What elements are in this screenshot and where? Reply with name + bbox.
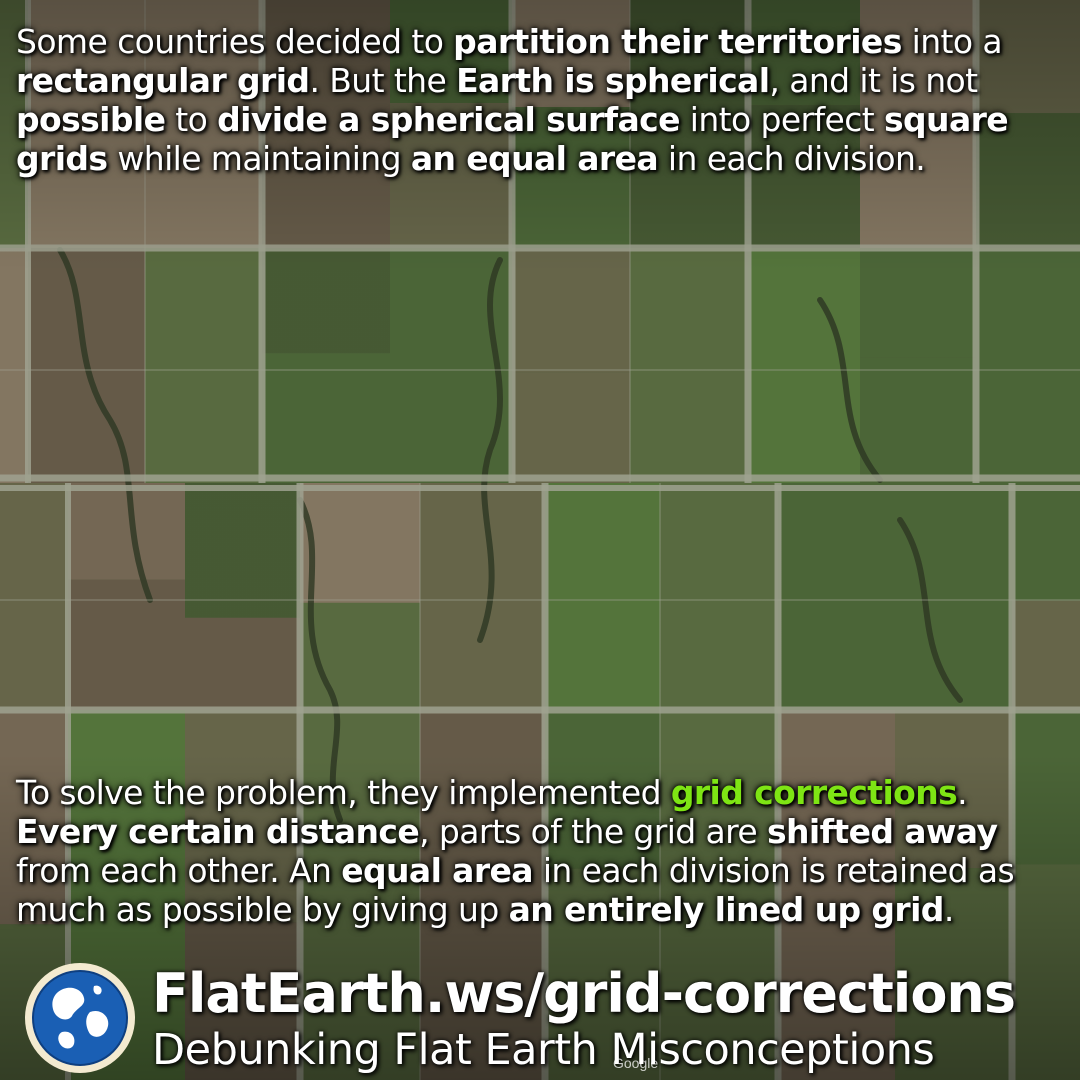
site-url[interactable]: FlatEarth.ws/grid-corrections — [152, 962, 1016, 1025]
body-text: . — [943, 890, 954, 929]
body-text: to — [165, 100, 218, 139]
map-watermark: Google — [613, 1055, 659, 1071]
emphasis-text: Earth is spherical — [456, 61, 770, 100]
body-text: into a — [901, 22, 1003, 61]
body-text: , and it is not — [769, 61, 978, 100]
body-text: Some countries decided to — [16, 22, 454, 61]
emphasis-text: divide a spherical surface — [217, 100, 680, 139]
body-text: in each division is retained as much as … — [16, 851, 1015, 929]
body-text: . But the — [309, 61, 457, 100]
globe-icon — [25, 963, 135, 1073]
emphasis-text: an equal area — [410, 139, 659, 178]
body-text: while maintaining — [107, 139, 411, 178]
emphasis-text: equal area — [341, 851, 533, 890]
body-text: , parts of the grid are — [419, 812, 767, 851]
highlight-term: grid corrections — [670, 773, 958, 812]
emphasis-text: possible — [16, 100, 166, 139]
body-text: into perfect — [679, 100, 884, 139]
emphasis-text: square grids — [16, 100, 1009, 178]
emphasis-text: Every certain distance — [16, 812, 420, 851]
intro-paragraph: Some countries decided to partition thei… — [16, 22, 1068, 178]
body-text: To solve the problem, they implemented — [16, 773, 671, 812]
body-text: . — [957, 773, 968, 812]
emphasis-text: rectangular grid — [16, 61, 310, 100]
emphasis-text: shifted away — [766, 812, 998, 851]
body-text: in each division. — [658, 139, 926, 178]
explanation-paragraph: To solve the problem, they implemented g… — [16, 773, 1068, 929]
emphasis-text: partition their territories — [453, 22, 902, 61]
emphasis-text: an entirely lined up grid — [508, 890, 945, 929]
tagline: Debunking Flat Earth Misconceptions — [152, 1025, 935, 1075]
body-text: from each other. An — [16, 851, 342, 890]
